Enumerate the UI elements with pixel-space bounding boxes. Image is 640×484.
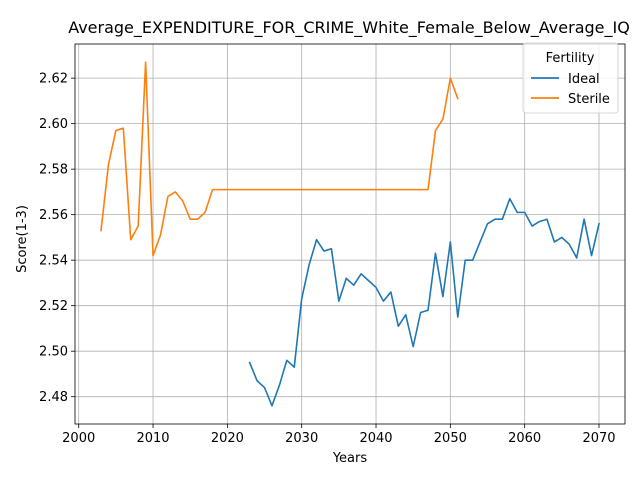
legend-label-ideal: Ideal (568, 72, 600, 87)
y-tick-label: 2.50 (39, 345, 68, 360)
chart-title: Average_EXPENDITURE_FOR_CRIME_White_Fema… (68, 18, 630, 38)
x-tick-label: 2040 (359, 431, 392, 446)
x-axis-label: Years (332, 451, 368, 466)
ticks: 2000 2010 2020 2030 2040 2050 2060 2070 2.48 2.50… (39, 72, 615, 446)
x-tick-label: 2050 (434, 431, 467, 446)
x-tick-label: 2000 (62, 431, 95, 446)
x-tick-label: 2060 (508, 431, 541, 446)
y-tick-label: 2.52 (39, 299, 68, 314)
x-tick-label: 2070 (582, 431, 615, 446)
y-axis-label: Score(1-3) (15, 205, 30, 273)
legend-box (522, 42, 619, 114)
plot-frame (74, 43, 626, 425)
y-tick-label: 2.48 (39, 390, 68, 405)
series-line-ideal (248, 197, 600, 407)
y-tick-label: 2.56 (39, 208, 68, 223)
legend: Fertility Ideal Sterile (522, 42, 619, 114)
legend-label-sterile: Sterile (568, 92, 610, 107)
x-tick-label: 2030 (285, 431, 318, 446)
x-tick-label: 2020 (211, 431, 244, 446)
y-tick-label: 2.62 (39, 72, 68, 87)
series-line-sterile (100, 61, 459, 257)
legend-title: Fertility (546, 51, 595, 66)
y-tick-label: 2.58 (39, 163, 68, 178)
series-layer (100, 61, 600, 407)
x-tick-label: 2010 (136, 431, 169, 446)
y-tick-label: 2.54 (39, 254, 68, 269)
y-tick-label: 2.60 (39, 117, 68, 132)
